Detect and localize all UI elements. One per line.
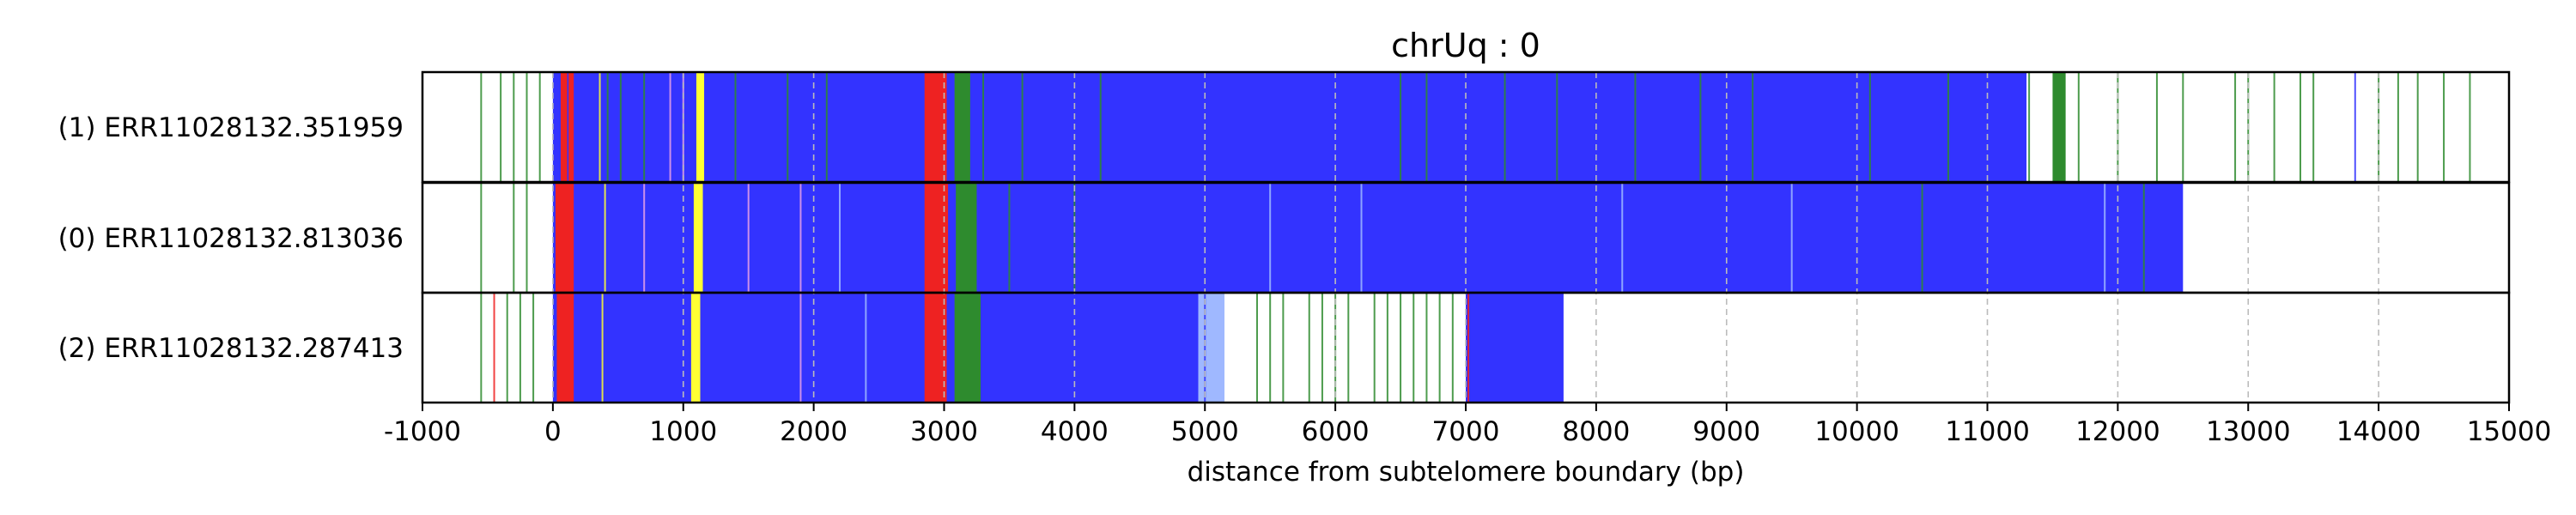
x-tick-label: 10000	[1814, 416, 1899, 447]
read-segment-bar	[556, 293, 574, 403]
read-row	[480, 72, 2471, 182]
read-segment-bar	[696, 72, 705, 182]
x-tick-label: 15000	[2467, 416, 2552, 447]
read-segment-bar	[560, 72, 568, 182]
row-labels: (1) ERR11028132.351959 (0) ERR11028132.81…	[58, 112, 404, 364]
read-rows	[480, 72, 2471, 403]
x-tick-label: -1000	[384, 416, 461, 447]
read-segment-bar	[924, 72, 947, 182]
x-axis-ticks: -1000 0 1000 2000 3000 4000 5000 6000 7000 8000 90…	[384, 403, 2551, 447]
x-tick-label: 4000	[1041, 416, 1109, 447]
read-segment-bar	[954, 293, 981, 403]
read-segment-bar	[2052, 72, 2066, 182]
x-tick-label: 13000	[2206, 416, 2291, 447]
read-segment-bar	[693, 183, 703, 293]
x-tick-label: 3000	[910, 416, 978, 447]
x-tick-label: 11000	[1945, 416, 2030, 447]
read-segment-bar	[568, 72, 574, 182]
read-segment-bar	[690, 293, 701, 403]
read-segment-bar	[552, 72, 2027, 182]
read-segment-bar	[954, 72, 970, 182]
read-segment-bar	[1466, 293, 1564, 403]
x-tick-label: 2000	[780, 416, 848, 447]
read-segment-bar	[552, 293, 1199, 403]
x-axis-label: distance from subtelomere boundary (bp)	[1188, 457, 1745, 488]
read-segment-bar	[956, 183, 977, 293]
x-tick-label: 0	[544, 416, 562, 447]
read-segment-bar	[924, 293, 947, 403]
read-segment-bar	[555, 183, 574, 293]
read-label: (2) ERR11028132.287413	[58, 333, 404, 364]
grid-lines	[552, 72, 2379, 403]
x-tick-label: 9000	[1692, 416, 1760, 447]
read-label: (1) ERR11028132.351959	[58, 112, 404, 143]
chart-title: chrUq : 0	[1391, 27, 1540, 64]
read-label: (0) ERR11028132.813036	[58, 223, 404, 254]
x-tick-label: 1000	[649, 416, 717, 447]
x-tick-label: 12000	[2075, 416, 2160, 447]
x-tick-label: 8000	[1562, 416, 1630, 447]
read-segment-bar	[1198, 293, 1225, 403]
read-row	[480, 183, 2184, 293]
x-tick-label: 5000	[1171, 416, 1239, 447]
read-row	[480, 293, 1564, 403]
read-segment-bar	[552, 183, 2184, 293]
x-tick-label: 7000	[1432, 416, 1500, 447]
x-tick-label: 14000	[2336, 416, 2421, 447]
x-tick-label: 6000	[1302, 416, 1370, 447]
row-frames	[421, 70, 2511, 404]
